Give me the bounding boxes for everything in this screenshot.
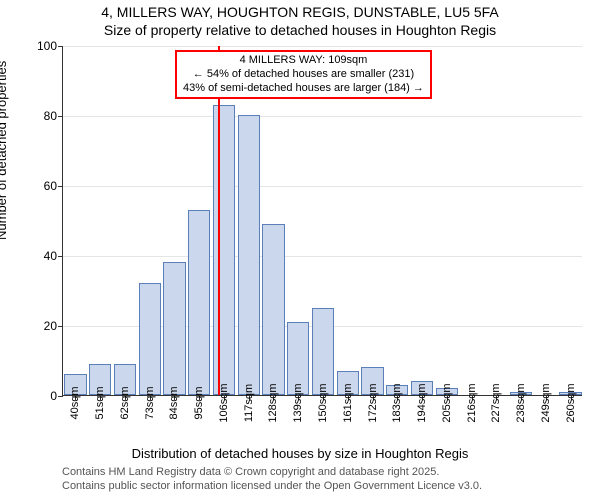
x-tick-label: 172sqm — [367, 383, 379, 422]
histogram-bar — [139, 283, 161, 395]
y-tick-label: 100 — [37, 39, 57, 53]
histogram-bar — [312, 308, 334, 396]
footer-line1: Contains HM Land Registry data © Crown c… — [62, 466, 439, 478]
bar-slot: 249sqm — [533, 46, 558, 395]
bar-slot: 62sqm — [113, 46, 138, 395]
annotation-line: 43% of semi-detached houses are larger (… — [183, 82, 424, 96]
x-tick-label: 227sqm — [490, 383, 502, 422]
bar-slot: 73sqm — [137, 46, 162, 395]
y-tick-label: 60 — [44, 179, 57, 193]
histogram-bar — [238, 115, 260, 395]
chart-container: 4, MILLERS WAY, HOUGHTON REGIS, DUNSTABL… — [0, 0, 600, 500]
bar-slot: 216sqm — [459, 46, 484, 395]
annotation-line: ← 54% of detached houses are smaller (23… — [183, 68, 424, 82]
x-tick-label: 51sqm — [94, 386, 106, 419]
plot-area: 02040608010040sqm51sqm62sqm73sqm84sqm95s… — [62, 46, 582, 396]
chart-title-line1: 4, MILLERS WAY, HOUGHTON REGIS, DUNSTABL… — [0, 4, 600, 20]
y-tick-mark — [58, 396, 63, 397]
y-tick-label: 20 — [44, 319, 57, 333]
histogram-bar — [163, 262, 185, 395]
x-tick-label: 238sqm — [515, 383, 527, 422]
x-tick-label: 249sqm — [540, 383, 552, 422]
bar-slot: 40sqm — [63, 46, 88, 395]
bar-slot: 238sqm — [509, 46, 534, 395]
x-tick-label: 84sqm — [168, 386, 180, 419]
histogram-bar — [262, 224, 284, 396]
bar-slot: 51sqm — [88, 46, 113, 395]
x-tick-label: 150sqm — [317, 383, 329, 422]
bar-slot: 227sqm — [484, 46, 509, 395]
x-tick-label: 117sqm — [243, 384, 255, 422]
x-tick-label: 183sqm — [391, 383, 403, 422]
x-tick-label: 260sqm — [565, 383, 577, 422]
x-tick-label: 40sqm — [69, 386, 81, 419]
chart-title-line2: Size of property relative to detached ho… — [0, 22, 600, 38]
y-axis-label: Number of detached properties — [0, 61, 9, 240]
x-tick-label: 73sqm — [144, 386, 156, 419]
annotation-line: 4 MILLERS WAY: 109sqm — [183, 54, 424, 68]
x-tick-label: 205sqm — [441, 383, 453, 422]
x-tick-label: 194sqm — [416, 383, 428, 422]
bar-slot: 205sqm — [434, 46, 459, 395]
x-tick-label: 128sqm — [267, 383, 279, 422]
x-tick-label: 62sqm — [119, 386, 131, 419]
x-tick-label: 161sqm — [342, 383, 354, 422]
x-axis-label: Distribution of detached houses by size … — [0, 446, 600, 461]
x-tick-label: 95sqm — [193, 386, 205, 419]
bar-slot: 260sqm — [558, 46, 583, 395]
y-tick-label: 40 — [44, 249, 57, 263]
footer-line2: Contains public sector information licen… — [62, 480, 482, 492]
y-tick-label: 80 — [44, 109, 57, 123]
y-tick-label: 0 — [50, 389, 57, 403]
histogram-bar — [213, 105, 235, 396]
x-tick-label: 139sqm — [292, 383, 304, 422]
annotation-box: 4 MILLERS WAY: 109sqm← 54% of detached h… — [175, 50, 432, 99]
x-tick-label: 216sqm — [466, 383, 478, 422]
histogram-bar — [188, 210, 210, 396]
